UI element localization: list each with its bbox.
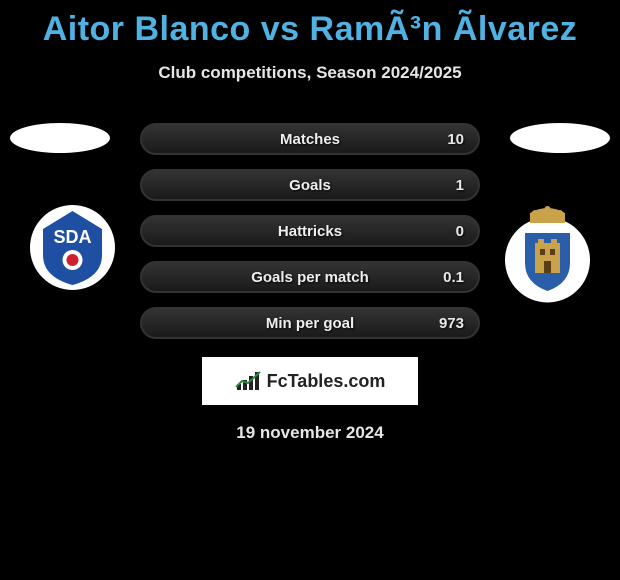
stat-row-matches: Matches 10 [140, 123, 480, 155]
subtitle: Club competitions, Season 2024/2025 [0, 63, 620, 83]
comparison-content: SDA Matches 10 Goals 1 [0, 123, 620, 443]
brand-inner: FcTables.com [235, 370, 386, 392]
stat-value-right: 973 [439, 315, 464, 332]
stats-list: Matches 10 Goals 1 Hattricks 0 Goals per… [140, 123, 480, 339]
club-left-crest-icon: SDA [30, 205, 115, 290]
stat-label: Matches [280, 131, 340, 148]
stat-value-right: 1 [456, 177, 464, 194]
stat-row-goals-per-match: Goals per match 0.1 [140, 261, 480, 293]
club-badge-right [500, 205, 600, 305]
stat-row-hattricks: Hattricks 0 [140, 215, 480, 247]
stat-label: Min per goal [266, 315, 354, 332]
bar-chart-icon [235, 370, 261, 392]
stat-label: Hattricks [278, 223, 342, 240]
stat-row-goals: Goals 1 [140, 169, 480, 201]
stat-value-right: 0 [456, 223, 464, 240]
stat-row-min-per-goal: Min per goal 973 [140, 307, 480, 339]
stat-label: Goals per match [251, 269, 369, 286]
club-right-crest-icon [500, 205, 595, 305]
date-line: 19 november 2024 [0, 423, 620, 443]
stat-value-right: 0.1 [443, 269, 464, 286]
svg-text:SDA: SDA [53, 227, 91, 247]
stat-label: Goals [289, 177, 331, 194]
stat-value-right: 10 [447, 131, 464, 148]
player-left-avatar-placeholder [10, 123, 110, 153]
page-title: Aitor Blanco vs RamÃ³n Ãlvarez [0, 0, 620, 49]
brand-text: FcTables.com [267, 371, 386, 392]
club-badge-left: SDA [20, 205, 120, 305]
player-right-avatar-placeholder [510, 123, 610, 153]
brand-box[interactable]: FcTables.com [202, 357, 418, 405]
